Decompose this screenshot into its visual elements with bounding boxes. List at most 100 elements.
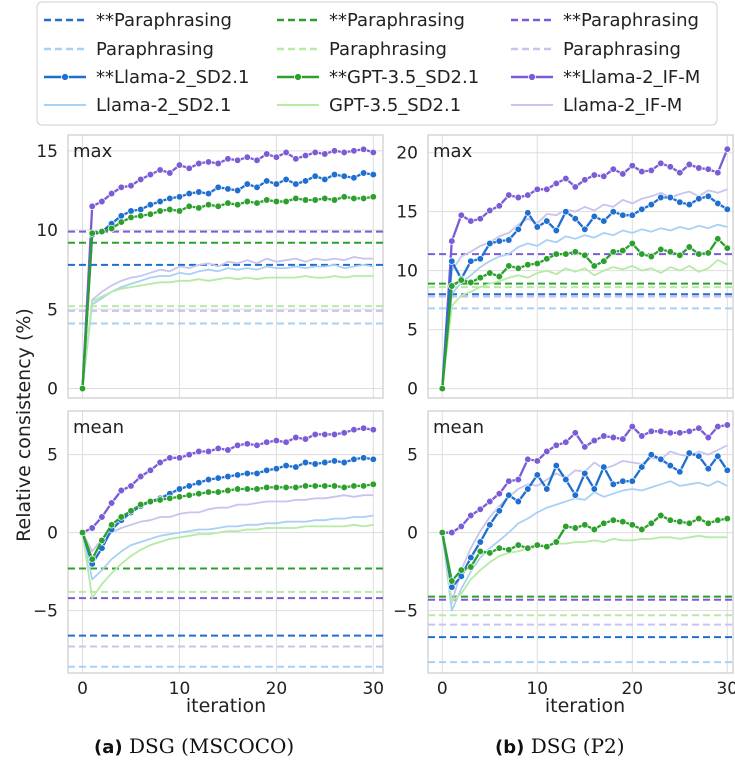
series-llama-2-if-m (441, 188, 728, 389)
data-point (204, 189, 213, 198)
data-point (311, 460, 319, 468)
data-point (638, 525, 646, 534)
data-point (272, 153, 281, 161)
data-point (457, 211, 465, 219)
data-point (514, 225, 522, 233)
data-point (175, 193, 184, 201)
data-point (448, 583, 456, 591)
data-point (263, 483, 271, 492)
data-point (204, 475, 213, 484)
data-point (495, 490, 503, 498)
series-gpt-3-5-sd2-1 (441, 259, 728, 389)
data-point (676, 198, 684, 206)
data-point (330, 170, 339, 179)
data-point (195, 479, 203, 487)
data-point (695, 195, 703, 203)
data-point (505, 191, 513, 199)
caption-b-tag: (b) (495, 737, 525, 758)
y-tick-label: 10 (396, 262, 418, 282)
data-point (552, 461, 560, 470)
legend-label: GPT-3.5_SD2.1 (329, 95, 461, 116)
data-point (704, 519, 712, 527)
data-point (224, 486, 232, 495)
y-tick-label: 0 (47, 379, 58, 399)
data-point (233, 441, 242, 449)
data-point (486, 549, 494, 557)
data-point (88, 555, 96, 563)
data-point (704, 249, 712, 257)
data-point (195, 159, 203, 168)
data-point (330, 147, 339, 155)
data-point (438, 384, 446, 393)
series-line (442, 423, 728, 534)
series-line (441, 188, 728, 389)
data-point (330, 482, 339, 490)
series-line (81, 494, 374, 553)
data-point (552, 250, 560, 258)
data-point (476, 215, 484, 223)
data-point (321, 482, 329, 490)
data-point (581, 251, 589, 259)
data-point (600, 432, 608, 440)
data-point (486, 521, 494, 529)
data-point (311, 148, 319, 157)
data-point (467, 257, 475, 265)
data-point (600, 257, 608, 265)
data-point (321, 150, 329, 158)
data-point (505, 262, 513, 270)
data-point (359, 482, 368, 490)
data-point (127, 507, 135, 515)
data-point (638, 250, 646, 258)
data-point (224, 472, 232, 481)
data-point (666, 429, 674, 437)
series-llama-2-if-m (78, 145, 377, 393)
data-point (214, 444, 222, 453)
data-point (311, 430, 319, 439)
data-point (233, 485, 242, 493)
data-point (676, 518, 684, 526)
data-point (214, 159, 222, 168)
data-point (628, 477, 636, 485)
data-point (609, 433, 617, 442)
data-point (685, 427, 693, 435)
data-point (88, 202, 96, 210)
data-point (600, 217, 608, 225)
data-point (695, 424, 703, 432)
data-point (514, 193, 522, 202)
data-point (146, 170, 155, 179)
data-point (243, 485, 251, 493)
data-point (359, 194, 368, 203)
data-point (214, 202, 222, 210)
data-point (609, 165, 617, 173)
data-point (704, 433, 712, 442)
series-line (441, 195, 728, 389)
data-point (514, 475, 522, 484)
data-point (571, 524, 579, 532)
data-point (253, 183, 261, 191)
series-gpt-3-5-sd2-1 (438, 235, 731, 393)
x-axis-label-right: iteration (545, 695, 625, 717)
data-point (195, 204, 203, 212)
data-point (369, 193, 377, 201)
y-tick-label: 20 (396, 144, 418, 164)
data-point (495, 272, 503, 281)
data-point (185, 482, 193, 490)
data-point (657, 245, 665, 254)
panel-a-bottom: −5 0 5 0 10 20 30 mean (33, 410, 384, 699)
legend-label: Llama-2_IF-M (563, 95, 682, 116)
series-llama-2-if-m (81, 494, 374, 553)
data-point (156, 197, 164, 206)
data-point (514, 264, 522, 272)
legend-entry: **Llama-2_SD2.1 (44, 67, 249, 88)
data-point (448, 237, 456, 245)
data-point (647, 427, 655, 435)
data-point (486, 206, 494, 215)
data-point (350, 426, 358, 434)
legend-entry: Paraphrasing (277, 39, 447, 60)
data-point (78, 528, 87, 537)
data-point (495, 507, 503, 515)
data-point (476, 505, 484, 513)
data-point (723, 421, 731, 429)
data-point (571, 491, 579, 499)
